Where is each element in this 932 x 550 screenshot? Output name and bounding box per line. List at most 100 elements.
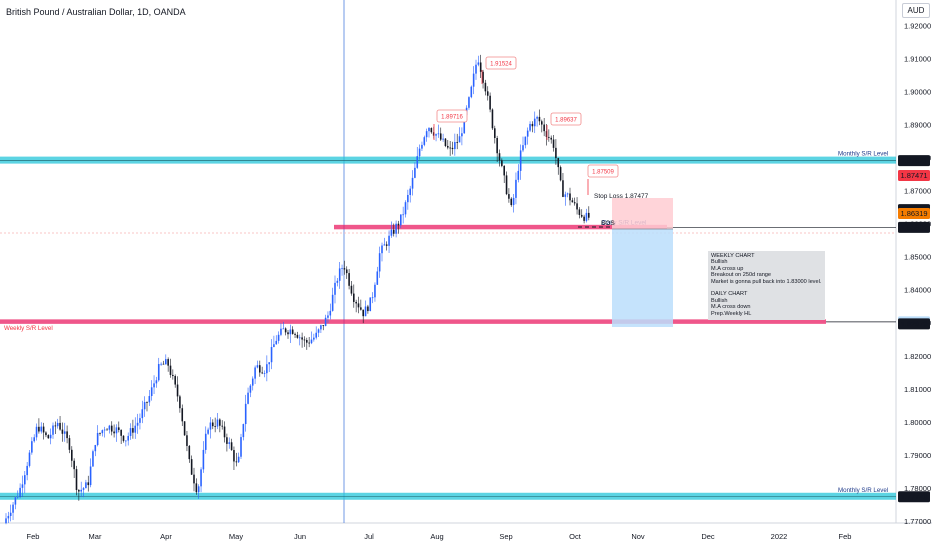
candle-body <box>261 372 263 374</box>
note-line: Bullish <box>711 297 728 304</box>
candle-body <box>418 148 421 157</box>
candle-body <box>298 337 301 339</box>
candle-body <box>317 329 320 333</box>
stop-loss-label: Stop Loss 1.87477 <box>594 193 649 200</box>
price-badge <box>898 491 930 503</box>
candle-body <box>348 273 350 286</box>
candle-body <box>190 459 193 475</box>
candle-body <box>33 437 35 442</box>
candle-body <box>256 365 259 368</box>
note-line: Prep.Weekly HL <box>711 310 752 317</box>
candle-body <box>576 203 578 210</box>
x-tick-label: Jul <box>364 532 374 541</box>
candle-body <box>176 384 179 397</box>
candle-body <box>153 383 155 388</box>
candle-body <box>531 123 534 127</box>
swing-callout: 1.89637 <box>546 112 582 140</box>
candle-body <box>496 137 498 154</box>
candle-body <box>498 153 501 161</box>
candle-body <box>515 179 517 198</box>
candle-body <box>566 193 569 195</box>
candle-body <box>263 373 266 374</box>
candle-body <box>308 342 310 344</box>
candle-body <box>115 427 118 434</box>
price-badge-label: 1.77748 <box>900 492 927 501</box>
candle-body <box>287 332 289 335</box>
x-tick-label: Apr <box>160 532 172 541</box>
analysis-note[interactable]: WEEKLY CHART Bullish M.A cross up Breako… <box>708 251 825 320</box>
candle-body <box>529 123 531 131</box>
sr-level-2 <box>334 224 667 230</box>
candle-body <box>334 282 336 295</box>
candle-body <box>230 442 233 451</box>
candle-body <box>489 95 491 110</box>
candle-body <box>226 437 228 444</box>
candle-body <box>449 147 451 149</box>
candle-body <box>101 430 104 434</box>
candle-body <box>526 130 529 137</box>
candle-body <box>409 188 411 195</box>
candle-body <box>416 156 419 168</box>
candle-body <box>569 193 571 201</box>
candle-body <box>353 293 355 302</box>
candle-body <box>94 445 97 452</box>
candle-body <box>550 137 552 140</box>
y-tick-label: 1.87000 <box>904 187 931 196</box>
candle-body <box>545 131 548 137</box>
candle-body <box>89 466 92 486</box>
candle-body <box>268 362 270 365</box>
candle-body <box>71 449 73 461</box>
y-tick-label: 1.80000 <box>904 418 931 427</box>
x-tick-label: Oct <box>569 532 582 541</box>
candle-body <box>301 337 303 340</box>
candle-body <box>306 340 308 343</box>
candle-body <box>266 364 268 374</box>
candle-body <box>555 147 557 159</box>
candle-body <box>249 385 252 393</box>
candle-body <box>585 212 588 221</box>
candle-body <box>461 133 463 137</box>
price-badge <box>898 318 930 330</box>
candle-body <box>482 71 484 83</box>
x-tick-label: Dec <box>701 532 715 541</box>
price-badge-label: 1.85902 <box>900 223 927 232</box>
candle-body <box>242 424 245 438</box>
candle-body <box>533 118 536 127</box>
candle-body <box>19 487 21 497</box>
candle-body <box>193 474 195 484</box>
candle-body <box>277 334 280 341</box>
target-zone <box>612 229 673 327</box>
candle-body <box>212 422 214 427</box>
candle-body <box>315 332 317 338</box>
candle-body <box>282 328 285 330</box>
currency-badge[interactable]: AUD <box>902 3 930 18</box>
price-badge <box>898 208 930 220</box>
candle-body <box>423 137 426 145</box>
svg-text:1.89716: 1.89716 <box>441 115 463 121</box>
candle-body <box>538 116 541 122</box>
note-line: M.A cross up <box>711 265 744 272</box>
candle-body <box>31 441 33 453</box>
candle-body <box>127 435 129 441</box>
candle-body <box>270 347 273 363</box>
candle-body <box>491 109 494 129</box>
candle-body <box>310 339 313 344</box>
candle-body <box>588 212 590 218</box>
candle-body <box>331 294 334 311</box>
stop-loss-zone <box>612 198 673 229</box>
candle-body <box>47 435 50 439</box>
candle-body <box>96 432 99 446</box>
sr-level-1 <box>0 156 896 164</box>
candle-body <box>430 128 433 133</box>
price-badge <box>898 221 930 233</box>
candle-body <box>183 421 186 436</box>
candle-body <box>324 317 327 327</box>
candle-body <box>512 197 515 206</box>
candle-body <box>548 136 550 138</box>
sr-level-label: Monthly S/R Level <box>838 151 888 158</box>
x-tick-label: Sep <box>499 532 512 541</box>
y-tick-label: 1.85000 <box>904 253 931 262</box>
candle-body <box>390 229 393 236</box>
candle-body <box>400 214 402 226</box>
candle-body <box>578 209 581 215</box>
